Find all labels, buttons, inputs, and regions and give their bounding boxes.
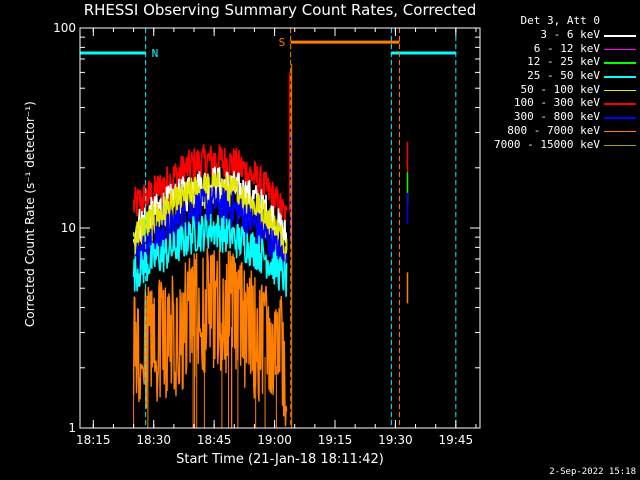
x-tick-label: 19:00 <box>257 433 292 447</box>
footer-date: 2-Sep-2022 15:18 <box>549 467 636 477</box>
y-axis-label: Corrected Count Rate (s⁻¹ detector⁻¹) <box>23 101 37 327</box>
legend-swatch <box>604 130 636 133</box>
x-tick-label: 18:30 <box>136 433 171 447</box>
axis-layer: 18:15 18:30 18:45 19:00 19:15 19:30 19:45 1 10 10… <box>53 21 481 447</box>
legend-item: 7000 - 15000 keV <box>484 138 638 152</box>
annotation-label: S <box>279 36 286 49</box>
legend-swatch <box>604 48 636 51</box>
legend: Det 3, Att 0 3 - 6 keV 6 - 12 keV 12 - 25 … <box>484 14 638 151</box>
legend-swatch <box>604 35 636 37</box>
legend-label: 3 - 6 keV <box>540 28 600 41</box>
legend-item: 100 - 300 keV <box>484 96 638 110</box>
legend-label: 25 - 50 keV <box>527 69 600 83</box>
legend-label: 12 - 25 keV <box>527 55 600 69</box>
legend-title: Det 3, Att 0 <box>520 14 600 27</box>
annotation-label: N <box>152 47 159 60</box>
legend-swatch <box>604 117 636 119</box>
legend-swatch <box>604 89 636 92</box>
x-axis-label: Start Time (21-Jan-18 18:11:42) <box>176 452 384 467</box>
legend-label: 6 - 12 keV <box>533 41 600 55</box>
series-line-800-7000kev <box>132 248 288 427</box>
legend-item: 25 - 50 keV <box>484 69 638 83</box>
x-tick-label: 18:45 <box>197 433 232 447</box>
legend-item: 12 - 25 keV <box>484 55 638 69</box>
legend-item: 50 - 100 keV <box>484 83 638 97</box>
x-tick-label: 19:15 <box>318 433 353 447</box>
legend-label: 7000 - 15000 keV <box>494 137 600 151</box>
series-line-3-6kev <box>132 166 288 251</box>
legend-item: 300 - 800 keV <box>484 110 638 124</box>
data-layer: NS <box>79 28 457 428</box>
legend-item: 800 - 7000 keV <box>484 124 638 138</box>
chart-title: RHESSI Observing Summary Count Rates, Co… <box>83 1 477 19</box>
legend-label: 800 - 7000 keV <box>507 123 600 137</box>
y-tick-label: 100 <box>53 21 76 35</box>
x-tick-label: 19:45 <box>439 433 474 447</box>
legend-label: 300 - 800 keV <box>513 110 600 124</box>
series-line-300-800kev <box>132 186 288 281</box>
legend-swatch <box>604 103 636 105</box>
legend-swatch <box>604 62 636 64</box>
x-tick-label: 19:30 <box>378 433 413 447</box>
legend-item: 6 - 12 keV <box>484 42 638 56</box>
y-tick-label: 10 <box>61 221 76 235</box>
y-tick-label: 1 <box>68 421 76 435</box>
series-line-25-50kev <box>132 213 288 297</box>
legend-label: 50 - 100 keV <box>520 82 600 96</box>
legend-swatch <box>604 144 636 146</box>
legend-swatch <box>604 76 636 78</box>
legend-item: 3 - 6 keV <box>484 28 638 42</box>
legend-label: 100 - 300 keV <box>513 96 600 110</box>
x-tick-label: 18:15 <box>76 433 111 447</box>
